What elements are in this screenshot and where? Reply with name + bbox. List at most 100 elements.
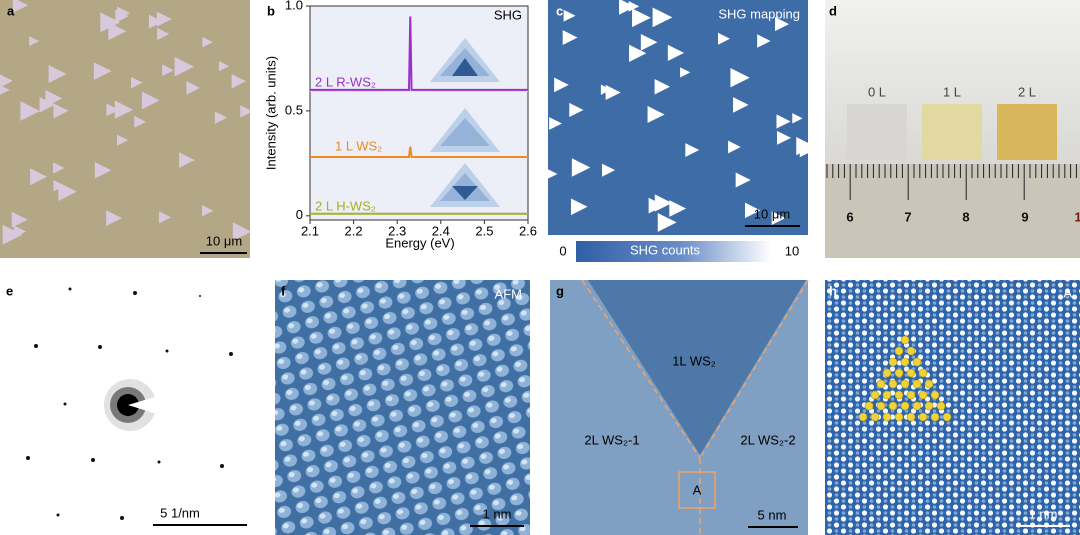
atom bbox=[894, 368, 904, 378]
flake bbox=[158, 211, 172, 224]
atom bbox=[888, 401, 898, 411]
x-tick-label: 2.2 bbox=[345, 223, 363, 238]
band bbox=[310, 91, 528, 92]
box-label: A bbox=[693, 482, 702, 497]
flake bbox=[114, 100, 134, 119]
flake bbox=[174, 56, 195, 77]
region-label: 2L WS₂-1 bbox=[584, 432, 639, 447]
atom bbox=[900, 357, 910, 367]
region-label: 1L WS₂ bbox=[672, 353, 716, 368]
flake bbox=[629, 44, 647, 62]
flake bbox=[562, 30, 578, 45]
atom bbox=[906, 390, 916, 400]
panel-label: f bbox=[281, 283, 286, 298]
panel-label: e bbox=[6, 283, 13, 298]
inset-icons bbox=[430, 38, 500, 207]
flake bbox=[548, 169, 558, 179]
shg-map bbox=[548, 0, 808, 235]
flake bbox=[0, 85, 10, 95]
atom bbox=[930, 412, 940, 422]
flake bbox=[156, 11, 172, 27]
ruler-number: 6 bbox=[846, 209, 853, 224]
atom-model bbox=[858, 335, 952, 422]
flake bbox=[775, 17, 790, 32]
flake bbox=[571, 158, 591, 177]
flake bbox=[771, 211, 786, 225]
y-tick-label: 1.0 bbox=[285, 0, 303, 12]
sample-label: 0 L bbox=[868, 84, 886, 99]
flake bbox=[605, 84, 621, 101]
panel-label: g bbox=[556, 283, 564, 298]
flake bbox=[728, 140, 741, 154]
flake bbox=[619, 0, 636, 15]
flake bbox=[108, 22, 127, 41]
scale-bar-label: 10 μm bbox=[206, 233, 242, 248]
flake bbox=[570, 198, 588, 216]
atom bbox=[882, 412, 892, 422]
flake bbox=[13, 225, 27, 238]
flake bbox=[2, 224, 23, 245]
panel-title: AFM bbox=[495, 286, 522, 301]
ruler-number: 1 bbox=[1074, 209, 1080, 224]
flake bbox=[11, 211, 28, 228]
flake bbox=[680, 67, 691, 78]
atom bbox=[918, 412, 928, 422]
flake bbox=[669, 200, 687, 217]
flake bbox=[657, 212, 677, 232]
flake bbox=[648, 197, 665, 214]
x-tick-label: 2.1 bbox=[301, 223, 319, 238]
sample-label: 1 L bbox=[943, 84, 961, 99]
panel-label: h bbox=[829, 283, 837, 298]
flake bbox=[757, 34, 771, 48]
flake bbox=[100, 12, 121, 33]
atom bbox=[876, 379, 886, 389]
atom bbox=[894, 412, 904, 422]
flake bbox=[117, 134, 129, 146]
x-tick-label: 2.4 bbox=[432, 223, 450, 238]
atom bbox=[912, 357, 922, 367]
flake bbox=[141, 91, 160, 110]
plot-area bbox=[309, 5, 529, 221]
flake bbox=[106, 103, 120, 117]
atom bbox=[906, 412, 916, 422]
atom bbox=[924, 379, 934, 389]
flake bbox=[115, 9, 129, 23]
atom bbox=[936, 401, 946, 411]
flake bbox=[232, 222, 250, 242]
panel-label: b bbox=[267, 3, 275, 18]
series-label: 2 L R-WS₂ bbox=[315, 74, 376, 89]
flake bbox=[733, 97, 749, 113]
panel-label: a bbox=[7, 3, 15, 18]
flake bbox=[48, 65, 67, 83]
flake bbox=[106, 210, 123, 227]
flake bbox=[777, 130, 791, 145]
boundaries bbox=[581, 279, 809, 535]
colorbar-label: SHG counts bbox=[630, 242, 701, 257]
flake bbox=[45, 89, 63, 107]
ruler-number: 8 bbox=[962, 209, 969, 224]
flake bbox=[29, 36, 40, 47]
flake bbox=[202, 36, 213, 48]
flake bbox=[240, 105, 250, 118]
scale-bar-label: 10 μm bbox=[754, 206, 790, 221]
region-box bbox=[678, 471, 716, 509]
optical-image bbox=[0, 0, 250, 258]
scale-bar-label: 5 nm bbox=[758, 507, 787, 522]
flake bbox=[632, 8, 651, 28]
flake bbox=[130, 76, 143, 89]
flake bbox=[20, 101, 40, 121]
flake bbox=[628, 1, 640, 12]
flake bbox=[717, 32, 730, 45]
flake bbox=[231, 74, 246, 89]
atom bbox=[906, 346, 916, 356]
flake bbox=[744, 202, 761, 219]
atomic-image bbox=[825, 280, 1080, 535]
series-label: 1 L WS₂ bbox=[335, 138, 382, 153]
series-line bbox=[310, 146, 528, 159]
atom bbox=[876, 401, 886, 411]
atom bbox=[912, 401, 922, 411]
flakes bbox=[0, 0, 250, 245]
flake bbox=[569, 102, 584, 118]
colorbar bbox=[576, 241, 771, 262]
ruler-number: 9 bbox=[1021, 209, 1028, 224]
